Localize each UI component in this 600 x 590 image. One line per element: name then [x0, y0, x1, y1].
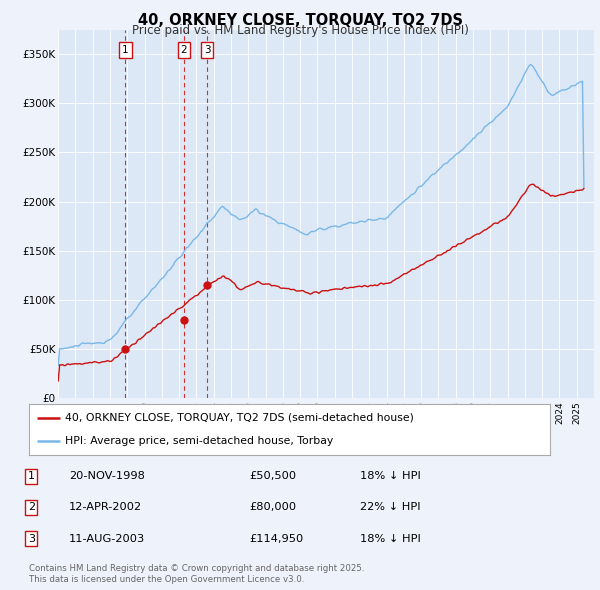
Text: 3: 3: [204, 45, 211, 55]
Text: 40, ORKNEY CLOSE, TORQUAY, TQ2 7DS: 40, ORKNEY CLOSE, TORQUAY, TQ2 7DS: [137, 13, 463, 28]
Text: 3: 3: [28, 534, 35, 543]
Text: £80,000: £80,000: [249, 503, 296, 512]
Text: 1: 1: [122, 45, 129, 55]
Text: £50,500: £50,500: [249, 471, 296, 481]
Text: 11-AUG-2003: 11-AUG-2003: [69, 534, 145, 543]
Text: 12-APR-2002: 12-APR-2002: [69, 503, 142, 512]
Text: Price paid vs. HM Land Registry's House Price Index (HPI): Price paid vs. HM Land Registry's House …: [131, 24, 469, 37]
Text: 1: 1: [28, 471, 35, 481]
Text: Contains HM Land Registry data © Crown copyright and database right 2025.: Contains HM Land Registry data © Crown c…: [29, 565, 364, 573]
Text: 2: 2: [181, 45, 187, 55]
Text: HPI: Average price, semi-detached house, Torbay: HPI: Average price, semi-detached house,…: [65, 437, 334, 447]
Text: 40, ORKNEY CLOSE, TORQUAY, TQ2 7DS (semi-detached house): 40, ORKNEY CLOSE, TORQUAY, TQ2 7DS (semi…: [65, 412, 414, 422]
Text: 2: 2: [28, 503, 35, 512]
Text: 18% ↓ HPI: 18% ↓ HPI: [360, 471, 421, 481]
Text: 20-NOV-1998: 20-NOV-1998: [69, 471, 145, 481]
Text: £114,950: £114,950: [249, 534, 303, 543]
Text: 22% ↓ HPI: 22% ↓ HPI: [360, 503, 421, 512]
Text: This data is licensed under the Open Government Licence v3.0.: This data is licensed under the Open Gov…: [29, 575, 304, 584]
Text: 18% ↓ HPI: 18% ↓ HPI: [360, 534, 421, 543]
